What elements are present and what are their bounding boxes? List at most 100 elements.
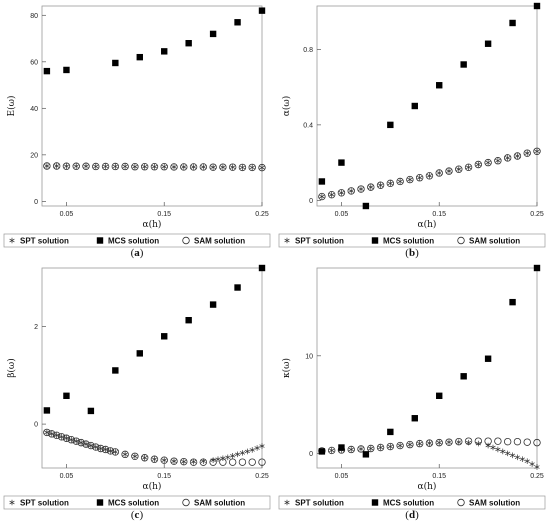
x-axis-label: α(h) (143, 481, 162, 492)
spt-point (514, 454, 521, 461)
sam-point (77, 438, 85, 447)
spt-point (505, 450, 511, 457)
spt-point (181, 164, 187, 170)
mcs-point (234, 19, 241, 26)
sam-point (367, 183, 375, 191)
sam-point (131, 162, 139, 171)
plot-frame (316, 5, 538, 207)
spt-point (83, 163, 89, 170)
sam-point (494, 437, 502, 445)
spt-point (377, 182, 384, 189)
spt-point (230, 164, 236, 170)
spt-point (215, 456, 221, 463)
spt-point (83, 441, 89, 447)
sam-point (180, 457, 188, 466)
mcs-point (209, 301, 217, 308)
spt-point (368, 445, 374, 452)
sam-point (406, 440, 414, 449)
mcs-point (411, 102, 418, 110)
legend-mcs-marker (371, 499, 379, 506)
spt-point (417, 440, 423, 447)
mcs-point (318, 178, 326, 185)
sam-point (513, 437, 522, 446)
sam-point (513, 152, 522, 160)
mcs-point (161, 48, 168, 55)
spt-point (319, 193, 325, 200)
sam-point (57, 433, 66, 441)
spt-point (122, 163, 128, 170)
sam-point (111, 162, 120, 171)
sam-point (62, 434, 71, 442)
mcs-point (509, 298, 516, 306)
spt-point (495, 157, 501, 164)
mcs-point (63, 392, 70, 400)
spt-point (112, 449, 118, 455)
spt-point (465, 439, 472, 446)
y-tick-label: 0.8 (303, 47, 313, 54)
mcs-point (533, 264, 541, 272)
sam-point (376, 181, 385, 189)
chart-svg: 0.05 0.15 0.25 0 20 40 60 80 α(h) E(ω) SPT solutio… (3, 5, 271, 259)
spt-point (387, 180, 393, 187)
legend-box (278, 495, 546, 510)
data-layer (318, 2, 541, 210)
sam-point (43, 162, 51, 170)
sam-point (474, 160, 483, 169)
mcs-point (436, 392, 443, 400)
sam-point (228, 458, 237, 466)
sam-point (67, 436, 76, 444)
mcs-point (387, 121, 394, 129)
sam-point (347, 187, 355, 195)
spt-point (397, 178, 403, 185)
spt-point (210, 457, 216, 463)
y-axis-label: κ(ω) (281, 358, 292, 378)
chart-svg: 0.05 0.15 0.25 0 0.4 0.8 α(h) α(ω) SPT solution M… (278, 2, 546, 259)
y-axis-label: E(ω) (6, 96, 17, 117)
sam-point (248, 458, 256, 466)
spt-point (63, 435, 70, 442)
sam-point (82, 440, 90, 448)
data-layer (43, 264, 266, 466)
sam-point (101, 162, 110, 171)
sam-point (238, 163, 247, 172)
mcs-point (112, 367, 119, 374)
legend-sam-marker (457, 498, 465, 507)
spt-point (73, 438, 79, 444)
spt-point (456, 439, 462, 445)
spt-point (220, 164, 226, 170)
sam-point (445, 438, 453, 446)
spt-point (132, 453, 138, 460)
spt-point (102, 446, 109, 453)
legend-box (3, 495, 271, 510)
x-tick-label: 0.25 (530, 473, 544, 480)
spt-point (397, 442, 403, 449)
x-axis-label: α(h) (143, 219, 162, 230)
sam-point (327, 446, 336, 455)
legend-spt-label: SPT solution (295, 499, 344, 508)
spt-point (519, 456, 525, 463)
sam-point (396, 441, 404, 450)
sam-point (376, 443, 385, 452)
spt-point (495, 446, 501, 453)
spt-point (407, 441, 413, 448)
spt-point (407, 176, 413, 183)
spt-point (514, 153, 521, 159)
sam-point (72, 162, 80, 170)
panel-caption: (c) (131, 509, 144, 521)
sam-point (52, 431, 61, 440)
legend-sam-marker (182, 236, 190, 245)
sam-point (48, 430, 56, 438)
spt-point (112, 163, 118, 170)
legend-box (278, 233, 546, 248)
spt-point (151, 163, 158, 170)
y-axis-label: α(ω) (281, 96, 292, 116)
sam-point (258, 163, 266, 172)
sam-point (357, 185, 365, 193)
panel-a: 0.05 0.15 0.25 0 20 40 60 80 α(h) E(ω) SPT solutio… (0, 0, 275, 262)
spt-point (190, 164, 197, 170)
spt-point (54, 163, 60, 169)
mcs-point (136, 53, 143, 61)
sam-point (327, 190, 336, 199)
spt-point (377, 444, 384, 451)
sam-point (386, 179, 395, 188)
